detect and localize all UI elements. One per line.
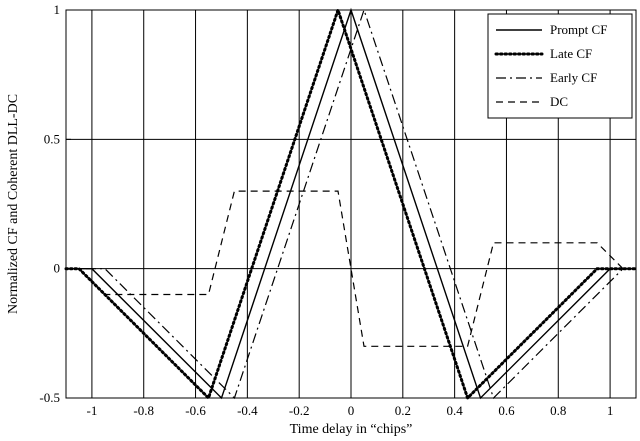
x-tick-label: -0.2 — [289, 403, 310, 418]
x-tick-label: 1 — [607, 403, 614, 418]
y-tick-label: 1 — [54, 2, 61, 17]
ticks: -1 -0.8 -0.6 -0.4 -0.2 0 0.2 0.4 0.6 0.8 1 -0.5 0 0.5… — [39, 2, 613, 418]
x-tick-label: -0.6 — [185, 403, 206, 418]
y-axis-label: Normalized CF and Coherent DLL-DC — [6, 94, 21, 314]
legend-label: DC — [550, 94, 568, 109]
x-tick-label: -0.4 — [237, 403, 258, 418]
legend: Prompt CF Late CF Early CF DC — [487, 13, 633, 119]
plot-frame — [65, 9, 637, 399]
x-tick-label: 0.6 — [498, 403, 515, 418]
legend-box — [487, 13, 633, 119]
x-tick-label: -1 — [86, 403, 97, 418]
x-tick-label: 0.4 — [447, 403, 464, 418]
legend-label: Early CF — [550, 70, 597, 85]
x-tick-label: -0.8 — [133, 403, 154, 418]
series-line-early-cf — [66, 8, 636, 400]
legend-items: Prompt CF Late CF Early CF DC — [494, 22, 607, 109]
y-tick-label: 0.5 — [44, 131, 60, 146]
x-tick-label: 0.2 — [395, 403, 411, 418]
x-tick-label: 0.8 — [550, 403, 566, 418]
y-tick-label: -0.5 — [39, 390, 60, 405]
x-tick-label: 0 — [348, 403, 355, 418]
y-tick-label: 0 — [54, 261, 61, 276]
legend-label: Prompt CF — [550, 22, 607, 37]
legend-label: Late CF — [550, 46, 592, 61]
x-axis-label: Time delay in “chips” — [290, 422, 413, 437]
series-line-dc — [66, 190, 636, 347]
